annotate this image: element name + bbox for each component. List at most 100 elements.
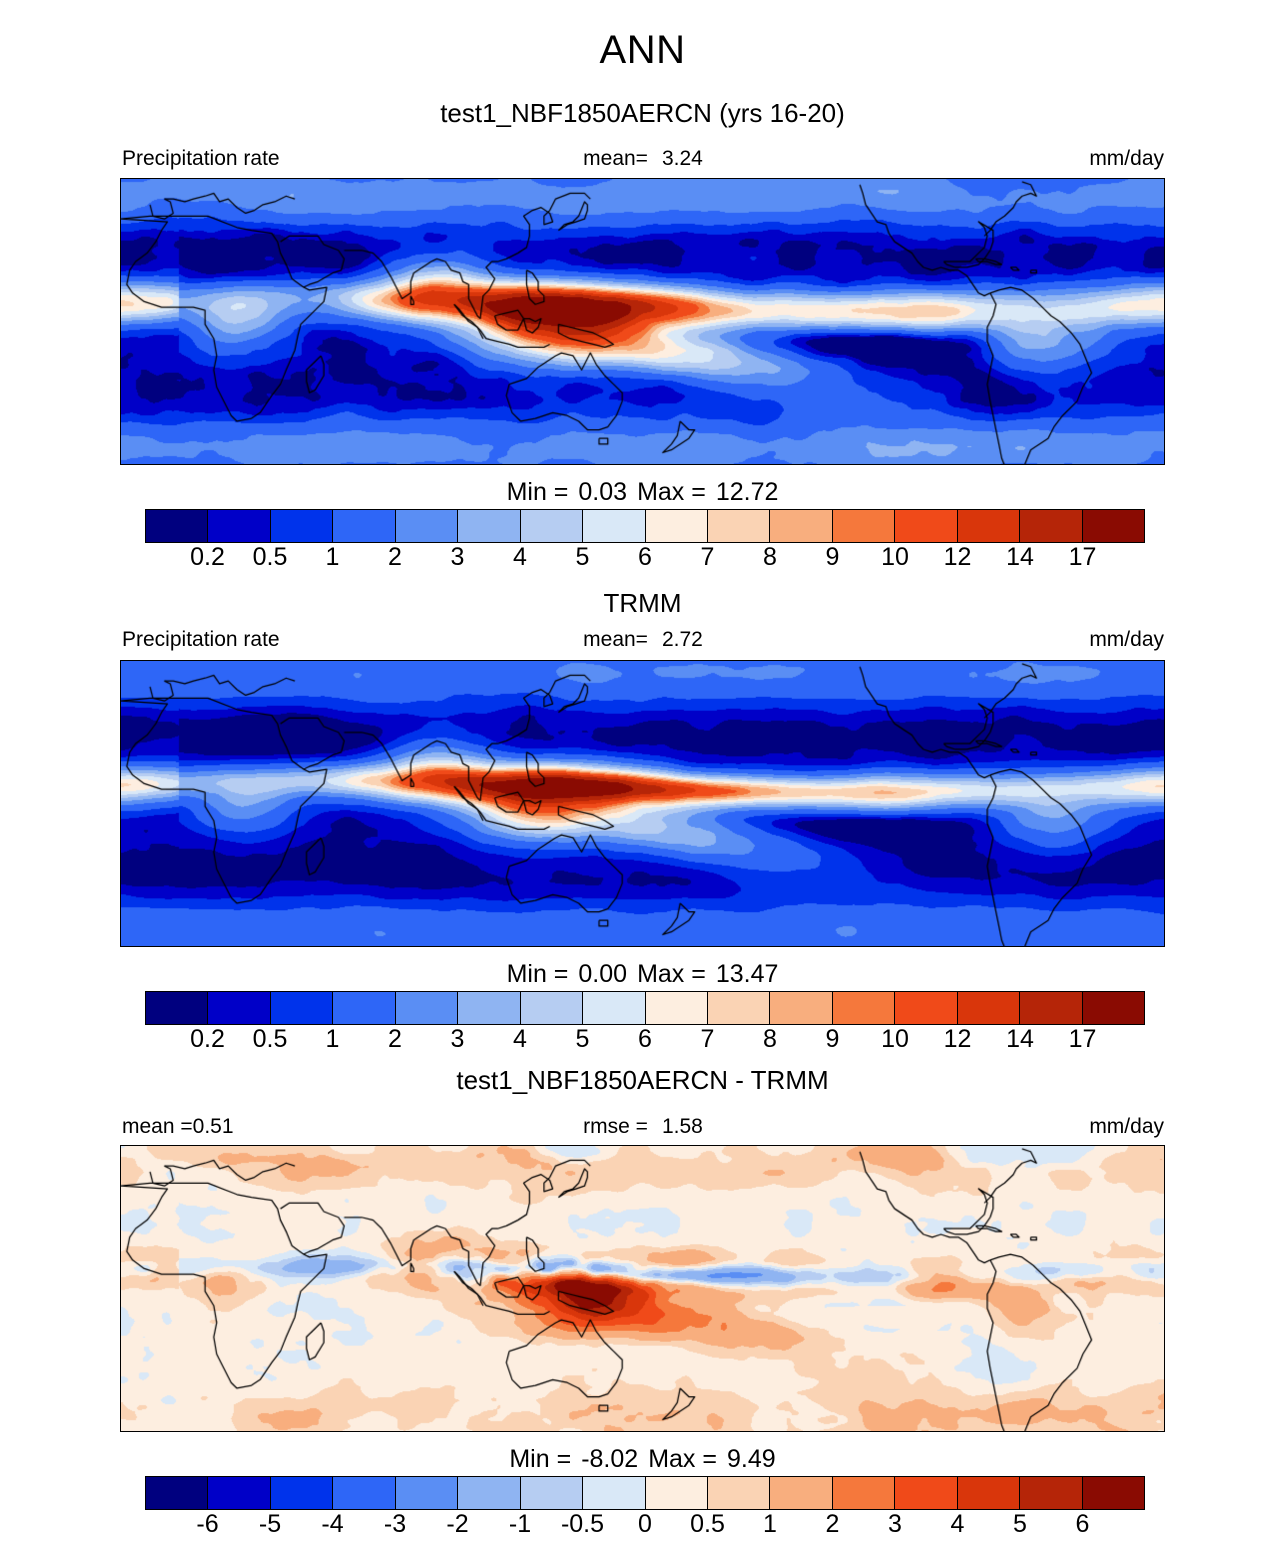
colorbar-cell — [1082, 1477, 1144, 1509]
colorbar-cell — [458, 510, 521, 542]
mean-readout-diff: mean =0.51 — [122, 1115, 234, 1139]
colorbar-tick-label: 14 — [1006, 543, 1034, 571]
colorbar-cell — [583, 1477, 646, 1509]
colorbar-cell — [146, 1477, 209, 1509]
colorbar-swatches-obs[interactable] — [145, 991, 1145, 1025]
main-title: ANN — [599, 28, 686, 72]
colorbar-tick-label: 0.5 — [690, 1510, 725, 1538]
colorbar-cell — [395, 1477, 459, 1509]
panel-title-model: test1_NBF1850AERCN (yrs 16-20) — [440, 98, 845, 128]
units-label-model: mm/day — [1089, 147, 1164, 170]
map-panel-model[interactable] — [120, 178, 1165, 465]
colorbar-swatches-model[interactable] — [145, 509, 1145, 543]
mean-readout-obs: mean= 2.72 — [120, 628, 1166, 652]
colorbar-tick-label: 0.5 — [252, 1025, 288, 1053]
colorbar-cell — [208, 510, 271, 542]
colorbar-tick-label: -4 — [321, 1510, 344, 1538]
map-panel-obs[interactable] — [120, 660, 1165, 947]
colorbar-cell — [895, 1477, 958, 1509]
mean-readout-model: mean= 3.24 — [120, 147, 1166, 171]
colorbar-tick-label: 12 — [943, 543, 972, 571]
rmse-label-diff: rmse = — [583, 1115, 648, 1138]
max-value-obs: 13.47 — [715, 960, 779, 988]
colorbar-cell — [583, 992, 646, 1024]
colorbar-ticklabels-diff: -6 -5 -4 -3 -2 -1 -0.5 0 0.5 1 2 3 4 5 6 — [145, 1510, 1145, 1542]
colorbar-tick-label: 6 — [1075, 1510, 1090, 1538]
colorbar-cell — [1020, 510, 1083, 542]
colorbar-tick-label: 14 — [1006, 1025, 1034, 1053]
colorbar-cell — [957, 510, 1021, 542]
colorbar-cell — [520, 992, 584, 1024]
colorbar-tick-label: 8 — [763, 543, 777, 571]
colorbar-cell — [770, 510, 833, 542]
map-panel-diff[interactable] — [120, 1145, 1165, 1432]
colorbar-tick-label: 0 — [638, 1510, 652, 1538]
colorbar-tick-label: 0.5 — [252, 543, 288, 571]
map-canvas-obs — [121, 661, 1164, 946]
colorbar-tick-label: -6 — [196, 1510, 219, 1538]
colorbar-cell — [645, 992, 708, 1024]
max-label-model: Max = — [637, 478, 706, 506]
mean-value-diff: 0.51 — [192, 1115, 234, 1138]
colorbar-tick-label: 10 — [881, 1025, 909, 1053]
colorbar-cell — [645, 1477, 708, 1509]
colorbar-cell — [333, 510, 396, 542]
colorbar-tick-label: 2 — [388, 543, 402, 571]
colorbar-tick-label: 7 — [700, 543, 715, 571]
colorbar-tick-label: 6 — [638, 1025, 652, 1053]
colorbar-tick-label: 0.2 — [190, 543, 225, 571]
min-label-model: Min = — [506, 478, 569, 506]
colorbar-cell — [333, 992, 396, 1024]
colorbar-cell — [770, 1477, 833, 1509]
colorbar-tick-label: -3 — [383, 1510, 407, 1538]
colorbar-tick-label: 6 — [638, 543, 652, 571]
colorbar-tick-label: 4 — [950, 1510, 965, 1538]
colorbar-cell — [707, 510, 771, 542]
colorbar-cell — [583, 510, 646, 542]
colorbar-obs[interactable]: 0.2 0.5 1 2 3 4 5 6 7 8 9 10 12 14 17 — [145, 991, 1145, 1057]
panel-header-diff: mean =0.51 rmse = 1.58 mm/day — [120, 1115, 1166, 1141]
colorbar-tick-label: 2 — [388, 1025, 402, 1053]
colorbar-cell — [1082, 992, 1144, 1024]
colorbar-tick-label: 1 — [325, 543, 340, 571]
colorbar-cell — [707, 992, 771, 1024]
colorbar-tick-label: -5 — [258, 1510, 282, 1538]
variable-label-model: Precipitation rate — [122, 147, 280, 170]
mean-value-model: 3.24 — [661, 147, 703, 170]
map-canvas-diff — [121, 1146, 1164, 1431]
min-value-model: 0.03 — [578, 478, 628, 506]
colorbar-diff[interactable]: -6 -5 -4 -3 -2 -1 -0.5 0 0.5 1 2 3 4 5 6 — [145, 1476, 1145, 1542]
colorbar-cell — [1082, 510, 1144, 542]
units-label-obs: mm/day — [1089, 628, 1164, 651]
max-label-obs: Max = — [637, 960, 706, 988]
colorbar-tick-label: 7 — [700, 1025, 715, 1053]
colorbar-tick-label: 9 — [825, 1025, 840, 1053]
colorbar-cell — [270, 1477, 334, 1509]
colorbar-model[interactable]: 0.2 0.5 1 2 3 4 5 6 7 8 9 10 12 14 17 — [145, 509, 1145, 575]
variable-label-obs: Precipitation rate — [122, 628, 280, 651]
colorbar-cell — [957, 992, 1021, 1024]
colorbar-cell — [458, 1477, 521, 1509]
colorbar-tick-label: 4 — [513, 1025, 527, 1053]
colorbar-tick-label: 9 — [825, 543, 840, 571]
colorbar-swatches-diff[interactable] — [145, 1476, 1145, 1510]
colorbar-cell — [208, 992, 271, 1024]
colorbar-cell — [895, 992, 958, 1024]
colorbar-cell — [1020, 992, 1083, 1024]
minmax-readout-obs: Min = 0.00 Max = 13.47 — [0, 960, 1285, 989]
colorbar-tick-label: 5 — [575, 543, 590, 571]
colorbar-cell — [146, 510, 209, 542]
colorbar-tick-label: 1 — [325, 1025, 340, 1053]
colorbar-tick-label: 0.2 — [190, 1025, 225, 1053]
rmse-value-diff: 1.58 — [661, 1115, 703, 1138]
max-label-diff: Max = — [648, 1445, 717, 1473]
minmax-readout-diff: Min = -8.02 Max = 9.49 — [0, 1445, 1285, 1474]
colorbar-ticklabels-model: 0.2 0.5 1 2 3 4 5 6 7 8 9 10 12 14 17 — [145, 543, 1145, 575]
colorbar-tick-label: 8 — [763, 1025, 777, 1053]
colorbar-tick-label: -1 — [508, 1510, 532, 1538]
colorbar-tick-label: 3 — [450, 543, 465, 571]
colorbar-cell — [520, 1477, 584, 1509]
rmse-readout-diff: rmse = 1.58 — [120, 1115, 1166, 1139]
colorbar-cell — [957, 1477, 1021, 1509]
